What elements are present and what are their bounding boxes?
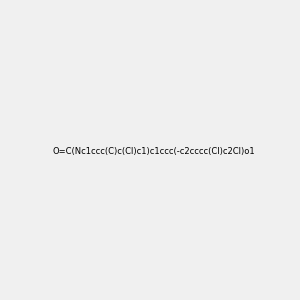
Text: O=C(Nc1ccc(C)c(Cl)c1)c1ccc(-c2cccc(Cl)c2Cl)o1: O=C(Nc1ccc(C)c(Cl)c1)c1ccc(-c2cccc(Cl)c2… [52, 147, 255, 156]
